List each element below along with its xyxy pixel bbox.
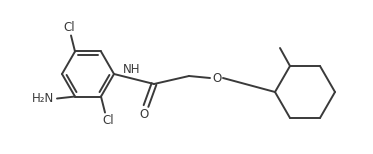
Text: Cl: Cl xyxy=(102,114,114,127)
Text: NH: NH xyxy=(123,63,141,75)
Text: Cl: Cl xyxy=(63,21,75,34)
Text: H₂N: H₂N xyxy=(32,92,54,105)
Text: O: O xyxy=(212,71,222,85)
Text: O: O xyxy=(140,107,148,120)
